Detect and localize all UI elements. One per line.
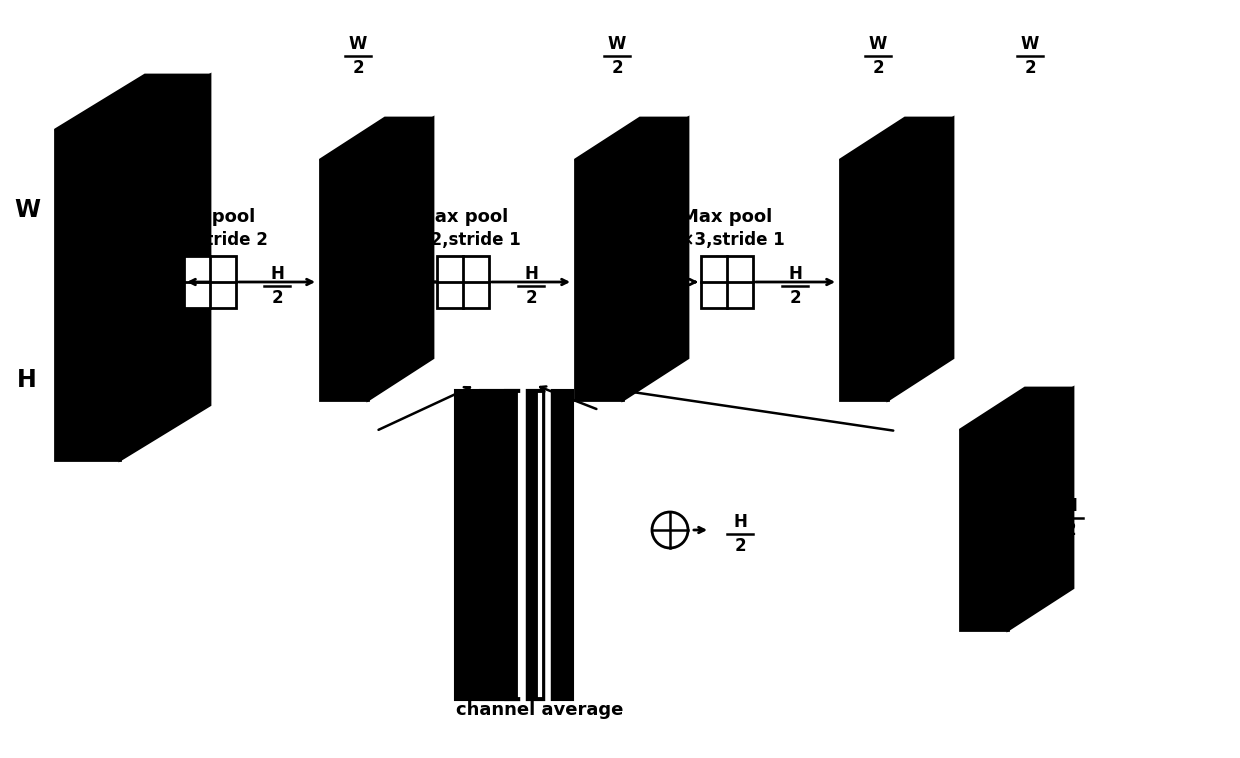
Polygon shape (55, 130, 120, 460)
Text: 2×2,stride 1: 2×2,stride 1 (405, 231, 521, 249)
Text: 2: 2 (872, 59, 884, 77)
Text: 2: 2 (1017, 418, 1028, 436)
Polygon shape (455, 390, 523, 700)
Polygon shape (480, 390, 548, 700)
Text: W: W (869, 35, 887, 53)
Text: 2: 2 (611, 59, 622, 77)
Text: 2: 2 (734, 537, 745, 555)
Circle shape (652, 512, 688, 548)
Polygon shape (622, 118, 688, 400)
Text: H: H (270, 265, 284, 283)
Text: channel average: channel average (456, 701, 624, 719)
Text: W: W (14, 198, 40, 222)
Polygon shape (320, 160, 368, 400)
Bar (184, 256, 236, 308)
Polygon shape (320, 118, 433, 160)
Polygon shape (575, 160, 622, 400)
Text: 2: 2 (272, 289, 283, 307)
Text: H: H (733, 513, 746, 531)
Text: W: W (608, 35, 626, 53)
Polygon shape (575, 118, 688, 160)
Text: 3×3,stride 1: 3×3,stride 1 (670, 231, 785, 249)
Text: 2: 2 (1024, 59, 1035, 77)
Text: Max pool: Max pool (681, 208, 773, 226)
Polygon shape (55, 75, 210, 130)
Text: W: W (1013, 394, 1032, 412)
Polygon shape (839, 160, 888, 400)
Polygon shape (505, 390, 573, 700)
Text: W: W (1021, 35, 1039, 53)
Polygon shape (888, 118, 954, 400)
Text: 2: 2 (1064, 521, 1076, 539)
Text: H: H (17, 368, 37, 392)
Text: Max pool: Max pool (165, 208, 255, 226)
Polygon shape (960, 388, 1073, 430)
Text: 2: 2 (789, 289, 801, 307)
Polygon shape (960, 430, 1008, 630)
Text: H: H (789, 265, 802, 283)
Text: 2×2,stride 2: 2×2,stride 2 (153, 231, 268, 249)
Text: 2: 2 (526, 289, 537, 307)
Text: Max pool: Max pool (418, 208, 508, 226)
Bar (436, 256, 489, 308)
Polygon shape (1008, 388, 1073, 630)
Bar (701, 256, 753, 308)
Text: H: H (525, 265, 538, 283)
Polygon shape (368, 118, 433, 400)
Text: 2: 2 (352, 59, 363, 77)
Text: H: H (1063, 497, 1076, 515)
Polygon shape (839, 118, 954, 160)
Polygon shape (120, 75, 210, 460)
Text: W: W (348, 35, 367, 53)
